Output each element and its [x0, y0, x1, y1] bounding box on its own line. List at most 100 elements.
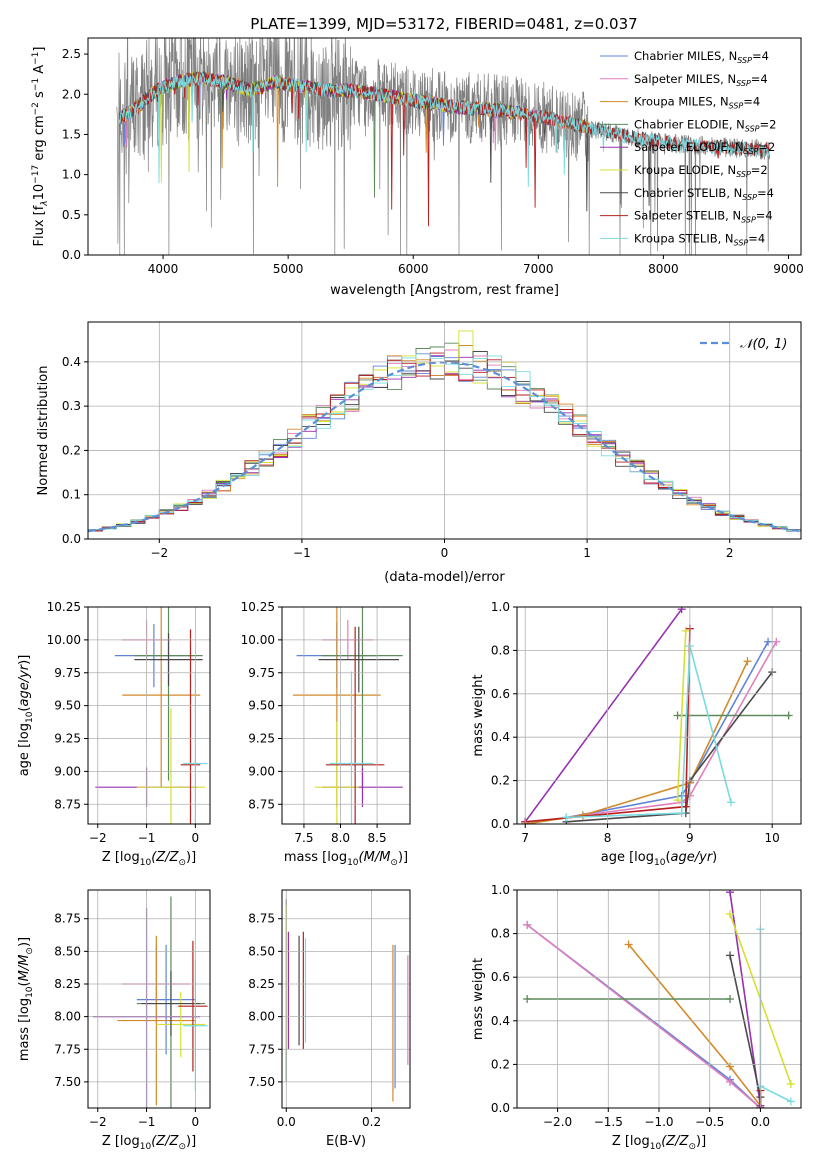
- y-tick-label: 0.0: [491, 1101, 510, 1115]
- label-part: Z [log: [612, 1134, 650, 1149]
- label-part: mass [log: [17, 998, 32, 1061]
- y-tick-label: 2.5: [62, 47, 81, 61]
- label-part: )]: [696, 1134, 706, 1149]
- series-line: [526, 924, 761, 1108]
- label-part: 10: [25, 711, 35, 723]
- label-part: 10: [25, 986, 35, 998]
- x-axis-label: mass [log10(M/M⊙)]: [284, 850, 408, 868]
- y-tick-label: 8.75: [54, 797, 81, 811]
- spectrum-plot-area: [116, 38, 771, 255]
- x-tick-label: 0.0: [277, 1115, 296, 1129]
- legend-text: =4: [752, 49, 769, 63]
- x-tick-label: 8.0: [331, 831, 350, 845]
- errorbar-plot-area: [92, 896, 208, 1108]
- label-part: )]: [17, 937, 32, 947]
- y-axis-label: Flux [fλ10−17 erg cm−2 s−1 A−1]: [31, 47, 50, 247]
- y-tick-label: 0.4: [491, 730, 510, 744]
- y-tick-label: 9.75: [248, 666, 275, 680]
- x-axis-label: wavelength [Angstrom, rest frame]: [330, 283, 559, 298]
- mass-weight-panel-7: −2.0 −1.5 −1.0 −0.5 0.0 0.0 0.2 0.4 0.6 0.8 1.0 Z […: [471, 883, 802, 1152]
- label-part: A: [32, 65, 47, 78]
- series-line: [759, 929, 792, 1103]
- x-axis-label: Z [log10(Z/Z⊙)]: [102, 850, 196, 868]
- label-part: age/yr: [17, 663, 32, 706]
- label-sub: 10: [140, 1142, 152, 1152]
- x-tick-label: 0: [441, 546, 449, 560]
- legend-text: =4: [757, 186, 774, 200]
- legend-text: =4: [748, 231, 765, 245]
- label-part: Z [log: [102, 1134, 140, 1149]
- axes-frame: [281, 606, 411, 825]
- y-tick-label: 10.25: [47, 600, 81, 614]
- y-tick-label: 0.0: [62, 532, 81, 546]
- label-part: (Z/Z: [151, 1134, 179, 1149]
- legend-entry: Kroupa STELIB, NSSP=4: [634, 231, 765, 247]
- label-part: 10: [32, 184, 47, 201]
- axes-frame: [87, 889, 211, 1109]
- y-tick-label: 0.2: [491, 1057, 510, 1071]
- legend-entry: Kroupa MILES, NSSP=4: [634, 95, 760, 111]
- legend-text: =2: [758, 140, 775, 154]
- label-part: Z [log: [102, 850, 140, 865]
- y-tick-label: 0.5: [62, 208, 81, 222]
- legend-sub: SSP: [734, 238, 749, 247]
- legend-text: Chabrier ELODIE, N: [634, 117, 745, 131]
- label-part: erg cm: [32, 115, 47, 164]
- y-tick-label: 0.2: [491, 774, 510, 788]
- label-part: (: [17, 707, 32, 712]
- series-line: [566, 671, 773, 823]
- legend-sub: SSP: [745, 124, 760, 133]
- label-sub: ⊙: [178, 1142, 186, 1152]
- x-tick-label: 0: [192, 831, 200, 845]
- chart-title: PLATE=1399, MJD=53172, FIBERID=0481, z=0…: [250, 15, 637, 33]
- legend-text: Salpeter MILES, N: [634, 72, 736, 86]
- x-axis-label: E(B-V): [326, 1134, 366, 1149]
- y-tick-label: 1.0: [491, 600, 510, 614]
- legend-text: Chabrier MILES, N: [634, 49, 737, 63]
- legend-sub: SSP: [736, 170, 751, 179]
- label-part: (: [17, 981, 32, 986]
- x-tick-label: 7: [521, 831, 529, 845]
- label-part: age [log: [17, 723, 32, 776]
- y-tick-label: 0.0: [62, 248, 81, 262]
- axes-frame: [87, 37, 802, 256]
- y-tick-label: 0.2: [62, 443, 81, 457]
- label-part: ⊙: [25, 947, 35, 955]
- label-part: ]: [32, 47, 47, 52]
- label-part: (Z/Z: [661, 1134, 689, 1149]
- label-part: λ: [40, 200, 50, 206]
- legend-text: =4: [751, 72, 768, 86]
- residual-histogram-panel: −2 −1 0 1 2 0.0 0.1 0.2 0.3 0.4 (data-model)/error…: [36, 321, 802, 585]
- x-tick-label: 0.0: [751, 1115, 770, 1129]
- label-part: ): [712, 850, 717, 865]
- y-tick-label: 8.50: [248, 944, 275, 958]
- x-tick-label: 4000: [148, 262, 179, 276]
- legend-text: Salpeter ELODIE, N: [634, 140, 744, 154]
- label-part: −2: [31, 102, 41, 115]
- x-tick-label: 1: [583, 546, 591, 560]
- y-axis-label: Normed distribution: [36, 366, 51, 496]
- legend-text: =4: [743, 95, 760, 109]
- y-tick-label: 8.25: [248, 977, 275, 991]
- model-spectrum-kroupa-stelib: [118, 71, 770, 188]
- series-line: [525, 641, 777, 824]
- legend-sub: SSP: [737, 56, 752, 65]
- label-part: M/M: [17, 955, 32, 982]
- errorbar-panel-5: −2 −1 07.507.758.008.258.508.75Z [log10(Z/…: [17, 889, 211, 1152]
- x-tick-label: 9000: [773, 262, 804, 276]
- x-tick-label: 0: [192, 1115, 200, 1129]
- x-axis-label: Z [log10(Z/Z⊙)]: [102, 1134, 196, 1152]
- label-part: (M/M: [359, 850, 391, 865]
- y-tick-label: 0.0: [491, 817, 510, 831]
- label-part: −17: [31, 165, 41, 184]
- series-line: [525, 660, 749, 824]
- x-tick-label: 0.2: [362, 1115, 381, 1129]
- label-part: Flux [f: [32, 205, 47, 246]
- label-part: s: [32, 91, 47, 102]
- y-tick-label: 2.0: [62, 87, 81, 101]
- x-tick-label: −2: [150, 546, 168, 560]
- legend-text: Salpeter STELIB, N: [634, 209, 741, 223]
- axes-frame: [87, 321, 802, 540]
- y-tick-label: 0.6: [491, 970, 510, 984]
